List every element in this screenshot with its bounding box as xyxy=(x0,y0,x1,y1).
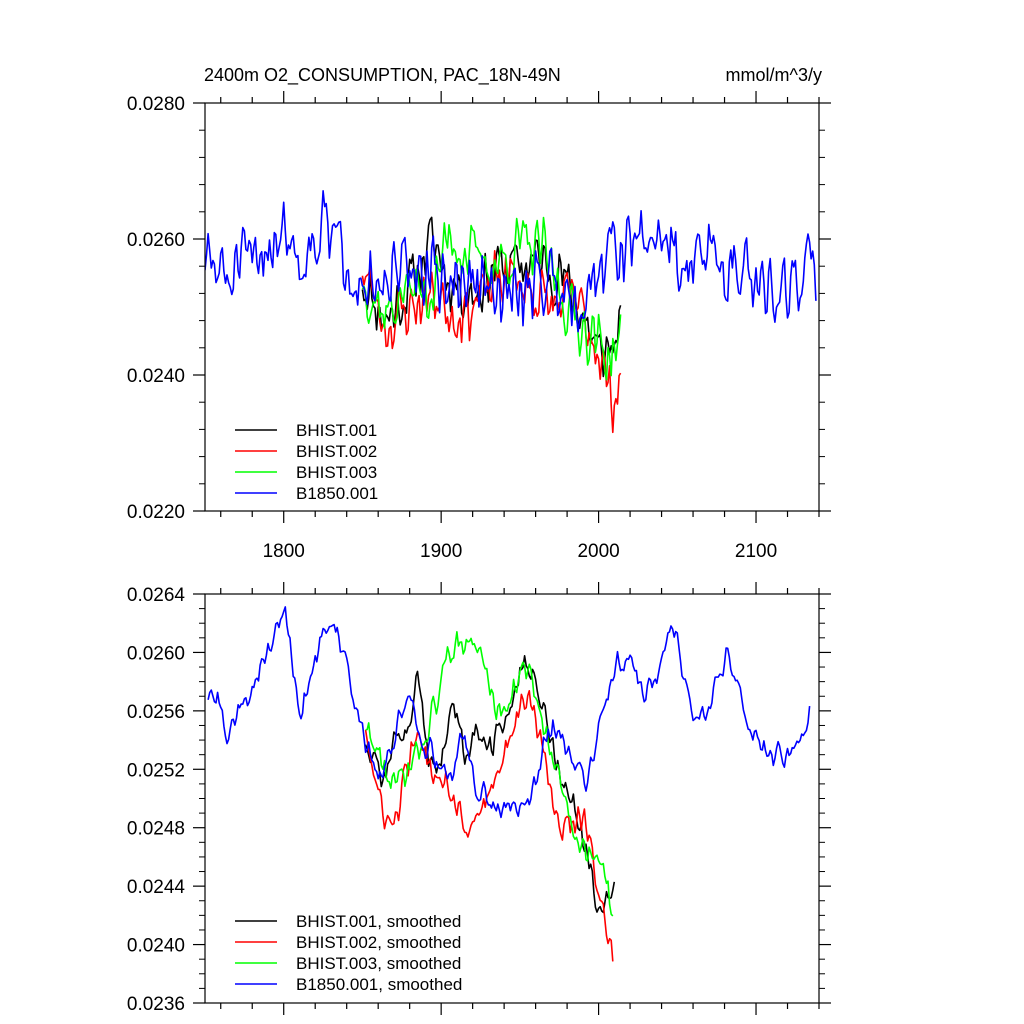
legend-label: B1850.001 xyxy=(296,484,378,503)
x-tick-label: 1800 xyxy=(263,541,305,562)
legend-label: BHIST.001, smoothed xyxy=(296,912,461,931)
y-tick-label: 0.0260 xyxy=(127,230,185,251)
legend-label: BHIST.003 xyxy=(296,463,377,482)
bottom-panel: 0.0236 0.0240 0.0244 0.0248 0.0252 0.0256 0.02… xyxy=(127,582,831,1015)
y-tick-label: 0.0248 xyxy=(127,819,185,840)
y-tick-label: 0.0240 xyxy=(127,366,185,387)
series-line-b1850-001-smoothed xyxy=(207,606,811,819)
y-tick-label: 0.0220 xyxy=(127,502,185,523)
x-tick-label: 1900 xyxy=(420,541,462,562)
y-tick-label: 0.0244 xyxy=(127,877,186,898)
y-tick-label: 0.0240 xyxy=(127,936,185,957)
legend-label: BHIST.003, smoothed xyxy=(296,954,461,973)
legend-label: BHIST.002, smoothed xyxy=(296,933,461,952)
plot-frame xyxy=(204,102,820,512)
y-tick-label: 0.0264 xyxy=(127,585,186,606)
y-tick-label: 0.0280 xyxy=(127,94,185,115)
series-group xyxy=(205,190,817,434)
series-line-b1850-001 xyxy=(205,190,817,333)
series-group xyxy=(207,606,811,962)
legend-label: B1850.001, smoothed xyxy=(296,975,462,994)
chart-title: 2400m O2_CONSUMPTION, PAC_18N-49N xyxy=(204,65,561,86)
legend-label: BHIST.002 xyxy=(296,442,377,461)
top-panel: 0.0220 0.0240 0.0260 0.0280 1800 1900 2000 2100… xyxy=(127,91,831,562)
x-tick-label: 2000 xyxy=(577,541,619,562)
series-line-bhist-003-smoothed xyxy=(365,631,614,917)
legend: BHIST.001 BHIST.002 BHIST.003 B1850.001 xyxy=(235,421,378,503)
legend: BHIST.001, smoothed BHIST.002, smoothed BH… xyxy=(235,912,462,994)
chart-units: mmol/m^3/y xyxy=(726,65,822,85)
y-tick-label: 0.0252 xyxy=(127,760,185,781)
y-tick-label: 0.0236 xyxy=(127,994,185,1015)
y-tick-label: 0.0256 xyxy=(127,702,185,723)
series-line-bhist-001-smoothed xyxy=(364,655,616,914)
x-tick-label: 2100 xyxy=(735,541,777,562)
series-line-bhist-002 xyxy=(361,250,622,434)
legend-label: BHIST.001 xyxy=(296,421,377,440)
y-tick-label: 0.0260 xyxy=(127,643,185,664)
